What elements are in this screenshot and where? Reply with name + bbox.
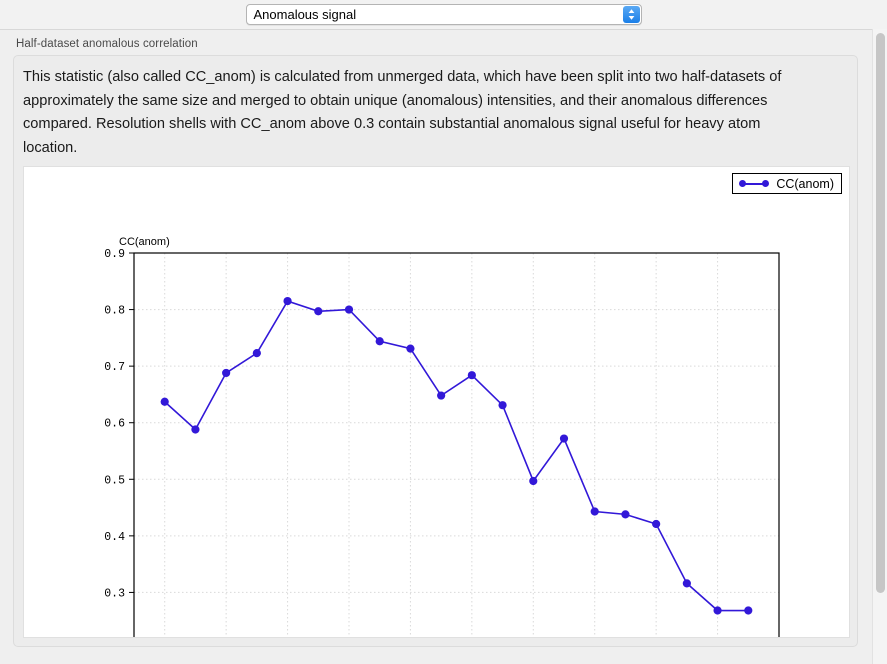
- chart-container: CC(anom) CC(anom)0.90.80.70.60.50.40.30.…: [23, 166, 850, 638]
- content-panel: Half-dataset anomalous correlation This …: [0, 29, 887, 664]
- y-axis-tick-label: 0.4: [104, 531, 125, 544]
- chart-title: CC(anom): [119, 236, 170, 248]
- data-point: [744, 606, 753, 615]
- data-point: [652, 519, 661, 529]
- y-axis-tick-label: 0.6: [104, 418, 125, 431]
- data-point: [406, 344, 415, 353]
- legend-label: CC(anom): [776, 176, 834, 191]
- y-axis-tick-label: 0.7: [104, 361, 125, 374]
- y-axis-tick-label: 0.5: [104, 474, 125, 487]
- data-point: [559, 434, 569, 443]
- statistic-select[interactable]: Anomalous signal: [245, 4, 642, 25]
- chevron-up-down-icon[interactable]: [622, 6, 640, 23]
- statistic-description: This statistic (also called CC_anom) is …: [23, 69, 782, 156]
- data-point: [222, 368, 231, 378]
- panel-title: Half-dataset anomalous correlation: [16, 38, 198, 50]
- scrollbar-thumb[interactable]: [876, 33, 885, 593]
- y-axis-tick-label: 0.9: [104, 248, 125, 261]
- data-point: [314, 307, 323, 316]
- statistic-select-value: Anomalous signal: [253, 7, 357, 22]
- y-axis-tick-label: 0.8: [104, 305, 125, 318]
- toolbar: Anomalous signal: [0, 0, 887, 29]
- statistic-card: This statistic (also called CC_anom) is …: [13, 55, 858, 647]
- line-chart: CC(anom)0.90.80.70.60.50.40.30.24.753.29…: [104, 236, 780, 637]
- data-point: [160, 397, 169, 406]
- data-point: [713, 606, 722, 615]
- data-point: [590, 507, 599, 516]
- y-axis-tick-label: 0.3: [104, 587, 125, 600]
- chart-legend: CC(anom): [732, 173, 842, 194]
- data-point: [252, 349, 261, 358]
- data-point: [375, 337, 384, 346]
- data-point: [191, 425, 200, 434]
- data-point: [437, 391, 446, 400]
- data-point: [498, 401, 507, 410]
- series-line: [164, 300, 749, 612]
- data-point: [344, 305, 354, 314]
- legend-marker-icon: [739, 179, 770, 189]
- data-point: [467, 371, 476, 380]
- data-point: [529, 476, 538, 486]
- vertical-scrollbar[interactable]: [872, 29, 887, 664]
- data-point: [283, 296, 292, 306]
- data-point: [621, 510, 630, 519]
- data-point: [682, 579, 691, 588]
